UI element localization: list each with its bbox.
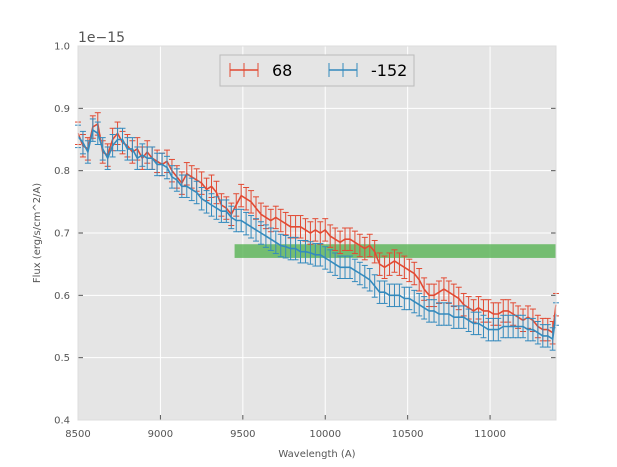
x-tick-label-8500: 8500	[65, 429, 90, 440]
series-1-line	[77, 128, 557, 341]
x-axis-label: Wavelength (A)	[278, 449, 355, 460]
legend-label-68: 68	[272, 61, 292, 80]
legend: 68 -152	[219, 54, 415, 87]
y-axis-label: Flux (erg/s/cm^2/A)	[32, 183, 43, 283]
y-tick-label-0.8: 0.8	[54, 166, 70, 177]
legend-entry-minus152: -152	[328, 61, 407, 80]
legend-label-minus152: -152	[371, 61, 407, 80]
y-offset-text: 1e−15	[78, 30, 125, 46]
series-0-line	[77, 122, 557, 335]
x-tick-label-10000: 10000	[309, 429, 341, 440]
x-tick-label-9000: 9000	[148, 429, 173, 440]
grid-lines	[77, 45, 556, 421]
series-0-group	[75, 112, 559, 345]
y-tick-label-0.7: 0.7	[54, 229, 70, 240]
plot-frame	[77, 45, 557, 421]
x-tick-label-11000: 11000	[474, 429, 506, 440]
series-layer	[75, 112, 559, 351]
y-tick-label-1: 1.0	[54, 42, 70, 53]
x-tick-label-9500: 9500	[230, 429, 255, 440]
axis-ticks: 8500 9000 9500 10000 10500 11000 0.4 0.5 0.6 0.7 0…	[54, 42, 557, 440]
y-tick-label-0.6: 0.6	[54, 291, 70, 302]
y-tick-label-0.4: 0.4	[54, 416, 70, 427]
x-tick-label-10500: 10500	[392, 429, 424, 440]
y-tick-label-0.5: 0.5	[54, 353, 70, 364]
legend-entry-68: 68	[229, 61, 292, 80]
y-tick-label-0.9: 0.9	[54, 104, 70, 115]
series-1-group	[75, 118, 559, 351]
